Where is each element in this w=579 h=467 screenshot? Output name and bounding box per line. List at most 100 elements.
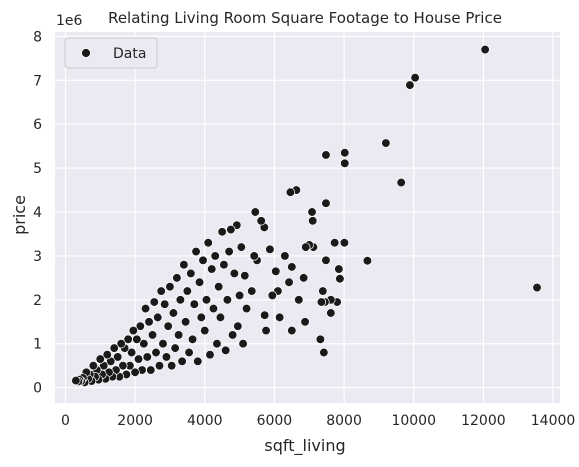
data-point xyxy=(318,286,328,296)
data-point xyxy=(217,227,227,237)
data-point xyxy=(241,303,252,314)
data-point xyxy=(256,216,266,226)
data-point xyxy=(113,352,123,362)
y-tick-label: 7 xyxy=(33,73,42,89)
data-point xyxy=(193,356,203,366)
x-tick-labels: 0 2000 4000 6000 8000 10000 12000 14000 xyxy=(61,413,575,429)
data-point xyxy=(128,325,139,336)
data-point xyxy=(187,334,198,344)
data-point xyxy=(260,310,270,320)
data-point xyxy=(480,44,490,55)
data-points xyxy=(71,44,542,388)
data-point xyxy=(222,295,233,305)
data-point xyxy=(214,282,224,292)
data-point xyxy=(140,303,151,314)
data-point xyxy=(146,365,156,375)
data-point xyxy=(340,148,350,158)
y-tick-label: 5 xyxy=(33,161,42,177)
data-point xyxy=(200,325,210,336)
data-point xyxy=(71,375,81,386)
x-tick-label: 10000 xyxy=(391,413,436,429)
data-point xyxy=(247,286,257,296)
y-tick-label: 3 xyxy=(33,249,42,265)
data-point xyxy=(261,325,271,336)
data-point xyxy=(285,187,296,197)
data-point xyxy=(203,238,213,248)
data-point xyxy=(154,361,165,371)
data-point xyxy=(165,282,175,292)
data-point xyxy=(284,277,294,287)
data-point xyxy=(219,260,229,270)
data-point xyxy=(170,343,180,353)
data-point xyxy=(321,150,331,160)
data-point xyxy=(236,242,246,252)
data-point xyxy=(95,354,105,364)
data-point xyxy=(294,295,304,305)
legend-label-data: Data xyxy=(113,46,146,62)
data-point xyxy=(250,207,260,217)
data-point xyxy=(308,216,318,226)
data-point xyxy=(330,238,340,248)
data-point xyxy=(158,339,168,349)
data-point xyxy=(274,312,285,323)
data-point xyxy=(189,299,199,309)
data-point xyxy=(161,352,172,362)
data-point xyxy=(182,286,192,296)
data-point xyxy=(287,262,297,272)
y-tick-label: 4 xyxy=(33,205,42,221)
data-point xyxy=(198,255,208,265)
data-point xyxy=(362,256,373,266)
data-point xyxy=(265,244,275,254)
data-point xyxy=(180,317,191,327)
data-point xyxy=(307,207,317,217)
y-tick-label: 0 xyxy=(33,381,42,397)
x-tick-label: 6000 xyxy=(257,413,293,429)
data-point xyxy=(205,350,215,360)
data-point xyxy=(334,264,344,274)
data-point xyxy=(215,312,226,323)
data-point xyxy=(319,347,329,358)
data-point xyxy=(301,242,311,252)
data-point xyxy=(396,177,406,188)
data-point xyxy=(168,308,179,318)
data-point xyxy=(201,295,212,305)
data-point xyxy=(315,334,326,344)
data-point xyxy=(194,277,205,287)
legend: Data xyxy=(64,37,158,69)
x-tick-label: 14000 xyxy=(531,413,576,429)
x-axis-label: sqft_living xyxy=(264,436,345,456)
data-point xyxy=(335,274,345,284)
data-point xyxy=(321,198,331,208)
data-point xyxy=(240,271,250,281)
y-tick-label: 2 xyxy=(33,293,42,309)
data-point xyxy=(118,361,128,371)
data-point xyxy=(238,339,248,349)
data-point xyxy=(221,345,231,355)
data-point xyxy=(287,325,297,336)
data-point xyxy=(123,334,133,344)
data-point xyxy=(173,330,184,340)
data-point xyxy=(160,299,170,309)
data-point xyxy=(167,361,177,371)
data-point xyxy=(340,158,350,168)
data-point xyxy=(207,264,217,274)
data-point xyxy=(339,238,350,248)
data-point xyxy=(229,268,240,279)
data-point xyxy=(299,273,309,283)
y-tick-labels: 0 1 2 3 4 5 6 7 8 xyxy=(33,29,42,396)
data-point xyxy=(267,290,277,301)
data-point xyxy=(234,290,245,301)
data-point xyxy=(233,321,243,331)
x-tick-label: 0 xyxy=(61,413,70,429)
data-point xyxy=(321,255,331,265)
data-point xyxy=(271,266,281,276)
data-point xyxy=(196,312,206,323)
data-point xyxy=(326,308,336,318)
data-point xyxy=(144,317,154,327)
data-point xyxy=(249,251,259,261)
data-point xyxy=(210,251,220,261)
data-point xyxy=(172,273,182,283)
y-tick-label: 1 xyxy=(33,337,42,353)
data-point xyxy=(156,286,166,296)
